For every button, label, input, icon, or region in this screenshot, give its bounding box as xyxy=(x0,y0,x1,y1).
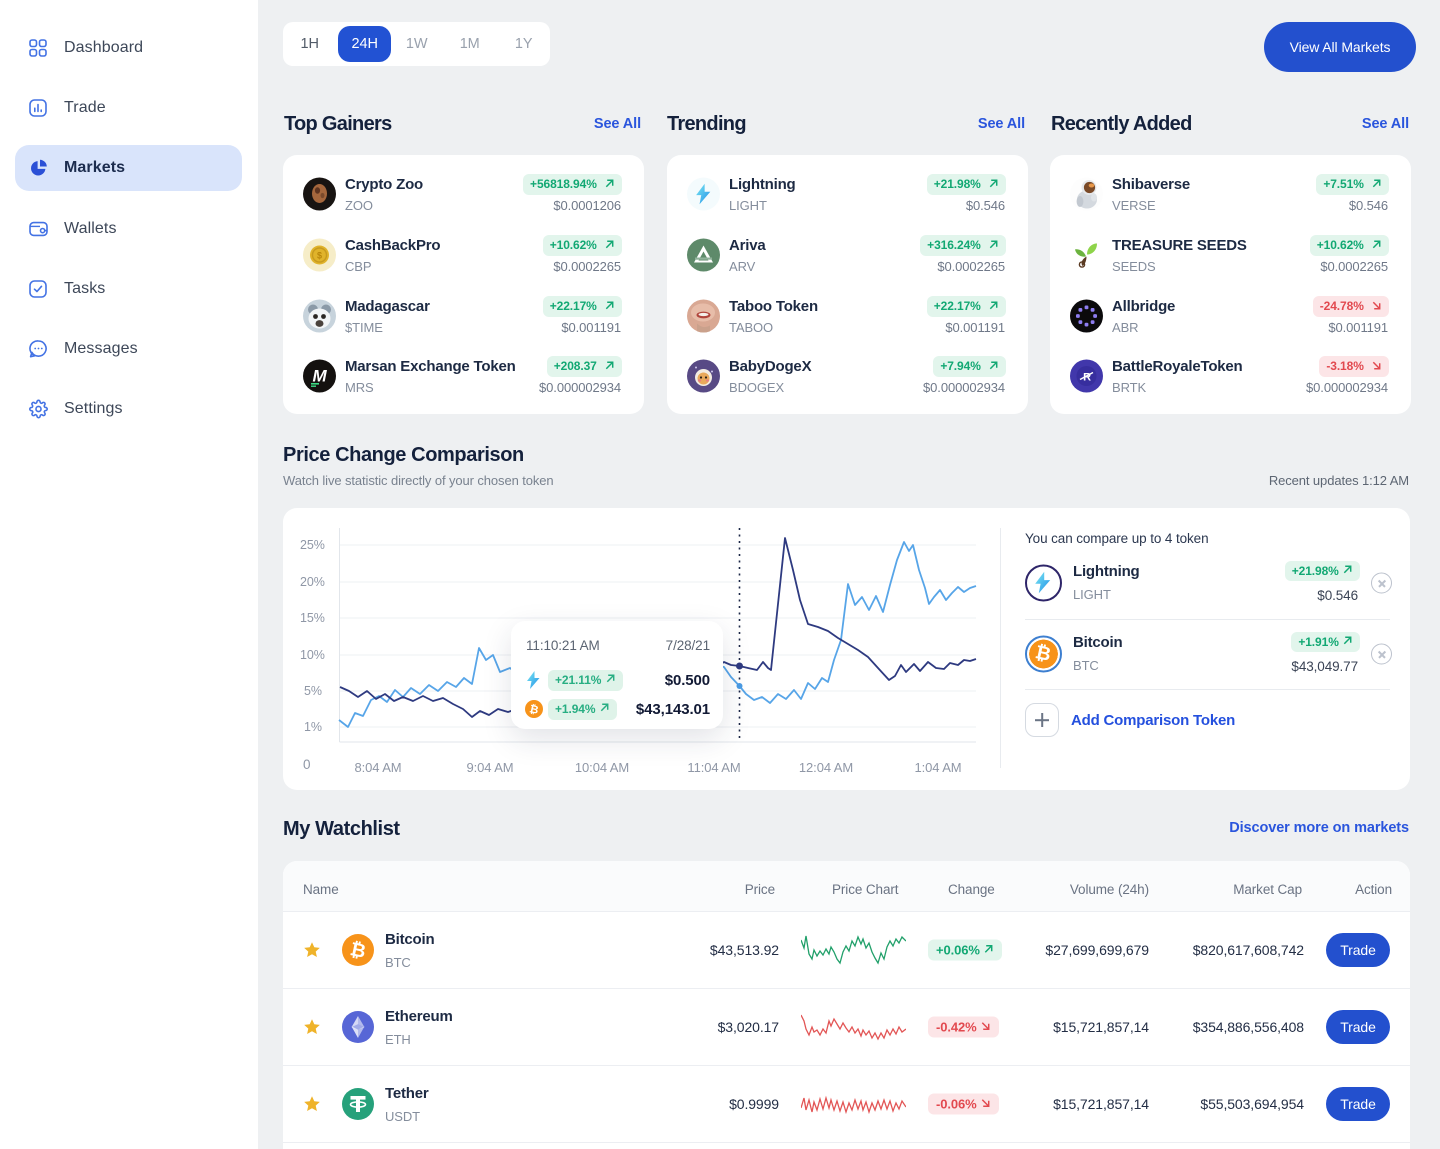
svg-text:9:04 AM: 9:04 AM xyxy=(467,760,514,775)
svg-text:1%: 1% xyxy=(304,720,322,734)
svg-text:12:04 AM: 12:04 AM xyxy=(799,760,853,775)
svg-text:₿: ₿ xyxy=(1033,642,1052,666)
svg-text:15%: 15% xyxy=(300,611,325,625)
svg-text:5%: 5% xyxy=(304,684,322,698)
svg-text:$: $ xyxy=(317,251,322,261)
svg-text:₿: ₿ xyxy=(348,939,367,963)
svg-text:8:04 AM: 8:04 AM xyxy=(355,760,402,775)
svg-text:₿: ₿ xyxy=(528,703,539,717)
svg-text:11:04 AM: 11:04 AM xyxy=(687,760,740,775)
svg-text:M: M xyxy=(312,367,327,386)
svg-text:R: R xyxy=(1083,372,1091,384)
svg-text:10:04 AM: 10:04 AM xyxy=(575,760,629,775)
svg-text:1:04 AM: 1:04 AM xyxy=(915,760,962,775)
svg-text:0: 0 xyxy=(303,757,310,772)
svg-text:20%: 20% xyxy=(300,575,325,589)
svg-text:10%: 10% xyxy=(300,648,325,662)
svg-text:25%: 25% xyxy=(300,538,325,552)
